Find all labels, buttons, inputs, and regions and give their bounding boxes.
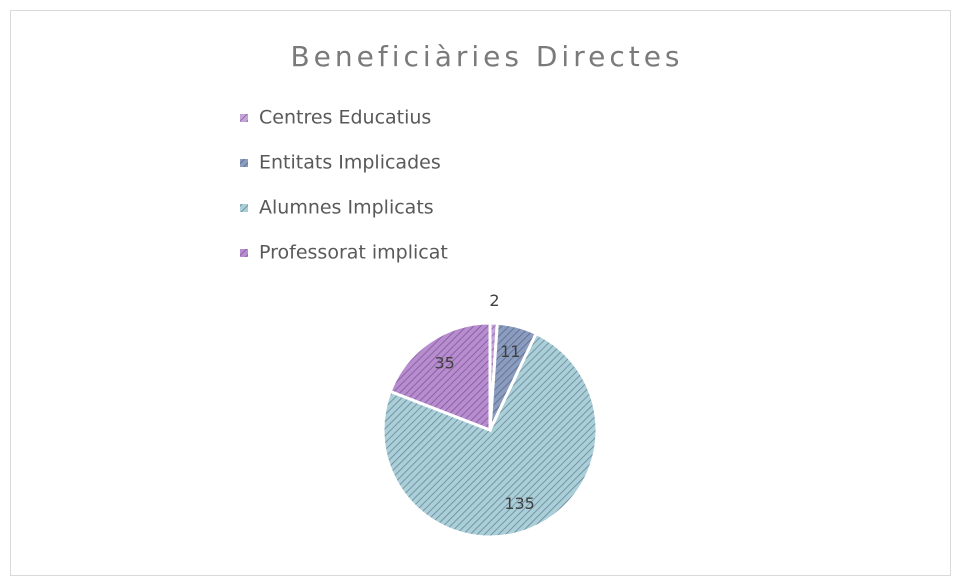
legend-label: Entitats Implicades [259, 152, 441, 174]
data-label: 35 [434, 353, 454, 372]
data-label: 135 [504, 494, 535, 513]
pie-slice [388, 321, 492, 433]
legend-swatch [240, 204, 248, 212]
pie-slice [381, 331, 599, 539]
legend-label: Centres Educatius [259, 107, 431, 129]
data-label: 11 [500, 342, 520, 361]
legend-label: Professorat implicat [259, 242, 448, 264]
data-label: 2 [489, 291, 499, 310]
chart-title: Beneficiàries Directes [290, 40, 683, 73]
legend-swatch [240, 159, 248, 167]
legend-swatch [240, 114, 248, 122]
legend-label: Alumnes Implicats [259, 197, 434, 219]
legend-swatch [240, 249, 248, 257]
